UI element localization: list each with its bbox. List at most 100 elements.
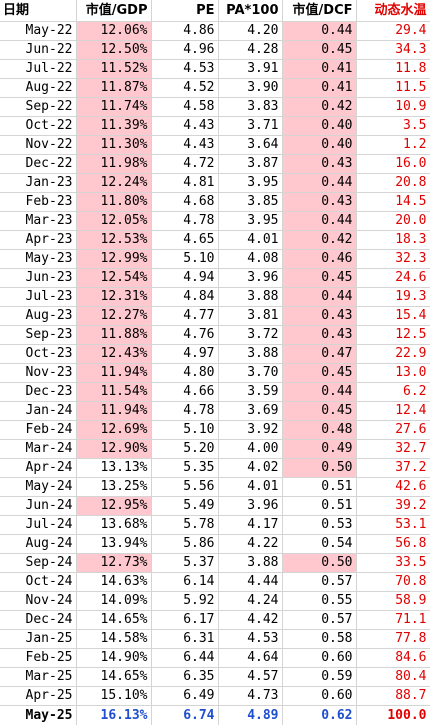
- cell-market-cap-dcf[interactable]: 0.49: [282, 440, 356, 459]
- cell-market-cap-gdp[interactable]: 13.68%: [76, 516, 151, 535]
- cell-dynamic-temperature[interactable]: 16.0: [356, 155, 430, 174]
- cell-pa[interactable]: 3.95: [218, 212, 282, 231]
- cell-market-cap-gdp[interactable]: 11.52%: [76, 60, 151, 79]
- cell-dynamic-temperature[interactable]: 6.2: [356, 383, 430, 402]
- cell-pa[interactable]: 4.64: [218, 649, 282, 668]
- cell-market-cap-gdp[interactable]: 11.30%: [76, 136, 151, 155]
- cell-pe[interactable]: 6.14: [151, 573, 218, 592]
- cell-pe[interactable]: 5.10: [151, 421, 218, 440]
- cell-market-cap-dcf[interactable]: 0.44: [282, 174, 356, 193]
- cell-market-cap-gdp[interactable]: 12.95%: [76, 497, 151, 516]
- cell-market-cap-gdp[interactable]: 12.53%: [76, 231, 151, 250]
- cell-pa[interactable]: 3.91: [218, 60, 282, 79]
- cell-market-cap-gdp[interactable]: 14.63%: [76, 573, 151, 592]
- cell-pa[interactable]: 3.69: [218, 402, 282, 421]
- cell-market-cap-dcf[interactable]: 0.43: [282, 155, 356, 174]
- cell-pa[interactable]: 3.70: [218, 364, 282, 383]
- cell-date[interactable]: Jan-24: [0, 402, 76, 421]
- cell-market-cap-dcf[interactable]: 0.51: [282, 478, 356, 497]
- cell-pe[interactable]: 4.78: [151, 212, 218, 231]
- cell-dynamic-temperature[interactable]: 33.5: [356, 554, 430, 573]
- cell-market-cap-dcf[interactable]: 0.44: [282, 22, 356, 41]
- cell-date[interactable]: May-23: [0, 250, 76, 269]
- cell-pe[interactable]: 5.86: [151, 535, 218, 554]
- cell-pe[interactable]: 5.10: [151, 250, 218, 269]
- cell-market-cap-dcf[interactable]: 0.44: [282, 383, 356, 402]
- cell-pe[interactable]: 6.35: [151, 668, 218, 687]
- cell-pe[interactable]: 4.86: [151, 22, 218, 41]
- cell-market-cap-gdp[interactable]: 11.54%: [76, 383, 151, 402]
- cell-market-cap-gdp[interactable]: 11.98%: [76, 155, 151, 174]
- cell-market-cap-dcf[interactable]: 0.45: [282, 41, 356, 60]
- cell-market-cap-dcf[interactable]: 0.45: [282, 269, 356, 288]
- cell-dynamic-temperature[interactable]: 3.5: [356, 117, 430, 136]
- cell-market-cap-dcf[interactable]: 0.59: [282, 668, 356, 687]
- cell-pe[interactable]: 4.77: [151, 307, 218, 326]
- cell-market-cap-gdp[interactable]: 12.31%: [76, 288, 151, 307]
- cell-dynamic-temperature[interactable]: 12.4: [356, 402, 430, 421]
- cell-dynamic-temperature[interactable]: 53.1: [356, 516, 430, 535]
- cell-market-cap-dcf[interactable]: 0.43: [282, 307, 356, 326]
- cell-date[interactable]: Apr-23: [0, 231, 76, 250]
- cell-dynamic-temperature[interactable]: 100.0: [356, 706, 430, 725]
- cell-date[interactable]: Mar-25: [0, 668, 76, 687]
- cell-pa[interactable]: 4.17: [218, 516, 282, 535]
- cell-pa[interactable]: 4.53: [218, 630, 282, 649]
- cell-date[interactable]: Jan-25: [0, 630, 76, 649]
- cell-dynamic-temperature[interactable]: 11.5: [356, 79, 430, 98]
- cell-date[interactable]: Dec-22: [0, 155, 76, 174]
- cell-date[interactable]: Nov-24: [0, 592, 76, 611]
- cell-pe[interactable]: 6.31: [151, 630, 218, 649]
- cell-market-cap-gdp[interactable]: 15.10%: [76, 687, 151, 706]
- cell-dynamic-temperature[interactable]: 11.8: [356, 60, 430, 79]
- cell-market-cap-gdp[interactable]: 12.50%: [76, 41, 151, 60]
- cell-pe[interactable]: 4.72: [151, 155, 218, 174]
- cell-dynamic-temperature[interactable]: 20.8: [356, 174, 430, 193]
- cell-date[interactable]: Oct-24: [0, 573, 76, 592]
- cell-market-cap-gdp[interactable]: 14.65%: [76, 611, 151, 630]
- cell-dynamic-temperature[interactable]: 70.8: [356, 573, 430, 592]
- cell-pe[interactable]: 6.49: [151, 687, 218, 706]
- cell-dynamic-temperature[interactable]: 32.7: [356, 440, 430, 459]
- cell-date[interactable]: May-25: [0, 706, 76, 725]
- cell-market-cap-gdp[interactable]: 11.87%: [76, 79, 151, 98]
- cell-dynamic-temperature[interactable]: 22.9: [356, 345, 430, 364]
- cell-market-cap-dcf[interactable]: 0.54: [282, 535, 356, 554]
- cell-market-cap-dcf[interactable]: 0.60: [282, 649, 356, 668]
- cell-dynamic-temperature[interactable]: 80.4: [356, 668, 430, 687]
- cell-date[interactable]: Feb-25: [0, 649, 76, 668]
- cell-pa[interactable]: 3.96: [218, 497, 282, 516]
- cell-market-cap-gdp[interactable]: 14.58%: [76, 630, 151, 649]
- cell-date[interactable]: Nov-23: [0, 364, 76, 383]
- cell-pe[interactable]: 4.81: [151, 174, 218, 193]
- cell-market-cap-dcf[interactable]: 0.44: [282, 212, 356, 231]
- cell-market-cap-gdp[interactable]: 11.74%: [76, 98, 151, 117]
- cell-date[interactable]: May-22: [0, 22, 76, 41]
- cell-market-cap-gdp[interactable]: 12.69%: [76, 421, 151, 440]
- cell-pe[interactable]: 5.78: [151, 516, 218, 535]
- header-pa[interactable]: PA*100: [218, 0, 282, 22]
- cell-date[interactable]: Apr-25: [0, 687, 76, 706]
- cell-pa[interactable]: 4.22: [218, 535, 282, 554]
- cell-pe[interactable]: 4.58: [151, 98, 218, 117]
- cell-dynamic-temperature[interactable]: 34.3: [356, 41, 430, 60]
- cell-market-cap-dcf[interactable]: 0.44: [282, 288, 356, 307]
- cell-market-cap-dcf[interactable]: 0.58: [282, 630, 356, 649]
- cell-market-cap-gdp[interactable]: 13.13%: [76, 459, 151, 478]
- cell-market-cap-gdp[interactable]: 14.65%: [76, 668, 151, 687]
- cell-pa[interactable]: 4.57: [218, 668, 282, 687]
- header-date[interactable]: 日期: [0, 0, 76, 22]
- cell-date[interactable]: Apr-24: [0, 459, 76, 478]
- cell-dynamic-temperature[interactable]: 18.3: [356, 231, 430, 250]
- cell-dynamic-temperature[interactable]: 84.6: [356, 649, 430, 668]
- cell-market-cap-dcf[interactable]: 0.45: [282, 364, 356, 383]
- cell-market-cap-gdp[interactable]: 12.43%: [76, 345, 151, 364]
- cell-pa[interactable]: 3.59: [218, 383, 282, 402]
- cell-pe[interactable]: 4.65: [151, 231, 218, 250]
- cell-market-cap-dcf[interactable]: 0.41: [282, 60, 356, 79]
- cell-market-cap-gdp[interactable]: 13.94%: [76, 535, 151, 554]
- cell-market-cap-dcf[interactable]: 0.43: [282, 193, 356, 212]
- header-market-cap-gdp[interactable]: 市值/GDP: [76, 0, 151, 22]
- cell-market-cap-dcf[interactable]: 0.40: [282, 117, 356, 136]
- cell-date[interactable]: Feb-23: [0, 193, 76, 212]
